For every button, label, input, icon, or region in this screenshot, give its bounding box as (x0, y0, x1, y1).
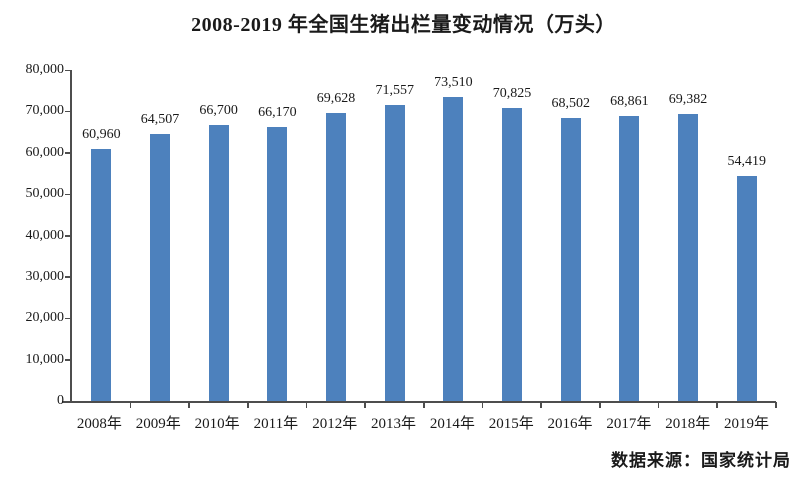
x-axis-category-label: 2019年 (724, 416, 770, 432)
y-axis-tick (65, 152, 71, 154)
bar-value-label: 66,170 (258, 105, 297, 121)
bar-cell: 68,502 (541, 70, 600, 401)
bar-value-label: 71,557 (375, 82, 414, 98)
x-axis-origin-tick (62, 401, 72, 403)
y-axis-label: 50,000 (25, 186, 65, 202)
y-axis-label: 0 (57, 393, 64, 408)
y-axis-label: 80,000 (25, 62, 65, 77)
bar-value-label: 60,960 (82, 126, 121, 142)
bar-value-label: 68,861 (610, 94, 649, 110)
x-axis-category-label: 2012年 (312, 416, 358, 432)
x-axis-category-label: 2018年 (665, 416, 711, 432)
x-axis-category-label: 2008年 (76, 416, 122, 432)
bar-value-label: 73,510 (434, 74, 473, 90)
bar-cell: 66,700 (189, 70, 248, 401)
y-axis-label: 30,000 (25, 268, 65, 284)
x-axis-category-label: 2014年 (429, 416, 475, 432)
bar (208, 125, 229, 401)
bar-cell: 68,861 (600, 70, 659, 401)
bar-value-label: 54,419 (727, 153, 766, 169)
y-axis-tick (65, 359, 71, 361)
y-axis-tick (65, 276, 71, 278)
x-axis-tick (129, 402, 132, 408)
x-axis-category-label: 2016年 (547, 416, 593, 432)
bar-value-label: 66,700 (199, 103, 238, 119)
bar-cell: 71,557 (365, 70, 424, 401)
y-axis-tick (65, 193, 71, 196)
x-axis-tick (716, 402, 718, 408)
bar (736, 175, 757, 401)
bar-value-label: 68,502 (551, 95, 590, 111)
x-axis-tick (305, 402, 308, 408)
x-axis-tick (247, 402, 249, 408)
bar (150, 134, 170, 401)
bar-cell: 73,510 (424, 70, 483, 401)
x-axis-category-label: 2010年 (194, 416, 240, 432)
y-axis-tick (65, 110, 71, 113)
bar (560, 117, 581, 401)
x-axis-tick (775, 402, 777, 408)
y-axis-label: 20,000 (25, 310, 65, 326)
x-axis-tick (188, 402, 190, 408)
bar-cell: 69,628 (307, 70, 366, 401)
y-axis-label: 10,000 (25, 351, 65, 367)
x-axis-tick (599, 402, 601, 408)
bar (502, 107, 523, 401)
x-axis-tick (481, 402, 484, 408)
plot-area: 60,960 64,507 66,700 66,170 69,628 71,557 73,5… (26, 63, 777, 408)
bar-value-label: 64,507 (140, 112, 180, 128)
x-axis-category-label: 2015年 (488, 416, 534, 432)
bar-value-label: 69,382 (668, 91, 708, 107)
data-source-note: 数据来源：国家统计局 (611, 451, 791, 470)
y-axis-tick (65, 317, 71, 320)
bar-value-label: 69,628 (316, 90, 356, 106)
y-axis-tick (65, 235, 71, 237)
bar-value-label: 70,825 (492, 85, 532, 101)
x-axis-category-label: 2013年 (371, 416, 417, 432)
y-axis-label: 70,000 (25, 103, 65, 119)
bar-cell: 64,507 (131, 70, 190, 401)
bar-cell: 54,419 (717, 70, 776, 401)
x-axis-category-label: 2009年 (135, 416, 181, 432)
x-axis-tick (364, 402, 366, 408)
bar-series: 60,960 64,507 66,700 66,170 69,628 71,557 73,5… (72, 70, 776, 401)
bar (267, 127, 288, 401)
x-axis-tick (540, 402, 542, 408)
bar (619, 116, 640, 401)
bar-cell: 66,170 (248, 70, 307, 401)
chart-title: 2008-2019 年全国生猪出栏量变动情况（万头） (191, 14, 616, 36)
y-axis-label: 40,000 (25, 227, 65, 243)
y-axis-tick (65, 400, 71, 402)
y-axis-label: 60,000 (25, 144, 65, 160)
bar (326, 112, 347, 401)
x-axis-tick (657, 402, 660, 408)
bar (384, 104, 405, 401)
bar (91, 148, 112, 401)
x-axis-category-label: 2011年 (253, 416, 299, 432)
bar-cell: 69,382 (659, 70, 718, 401)
bar (443, 96, 464, 401)
y-axis-tick (65, 69, 71, 71)
x-axis-tick (423, 402, 425, 408)
bar (678, 113, 699, 401)
bar-cell: 70,825 (483, 70, 542, 401)
x-axis-category-label: 2017年 (606, 416, 652, 432)
x-axis-labels: 2008年 2009年 2010年 2011年 2012年 2013年 2014年 2015年… (70, 412, 776, 433)
bar-cell: 60,960 (72, 70, 131, 401)
